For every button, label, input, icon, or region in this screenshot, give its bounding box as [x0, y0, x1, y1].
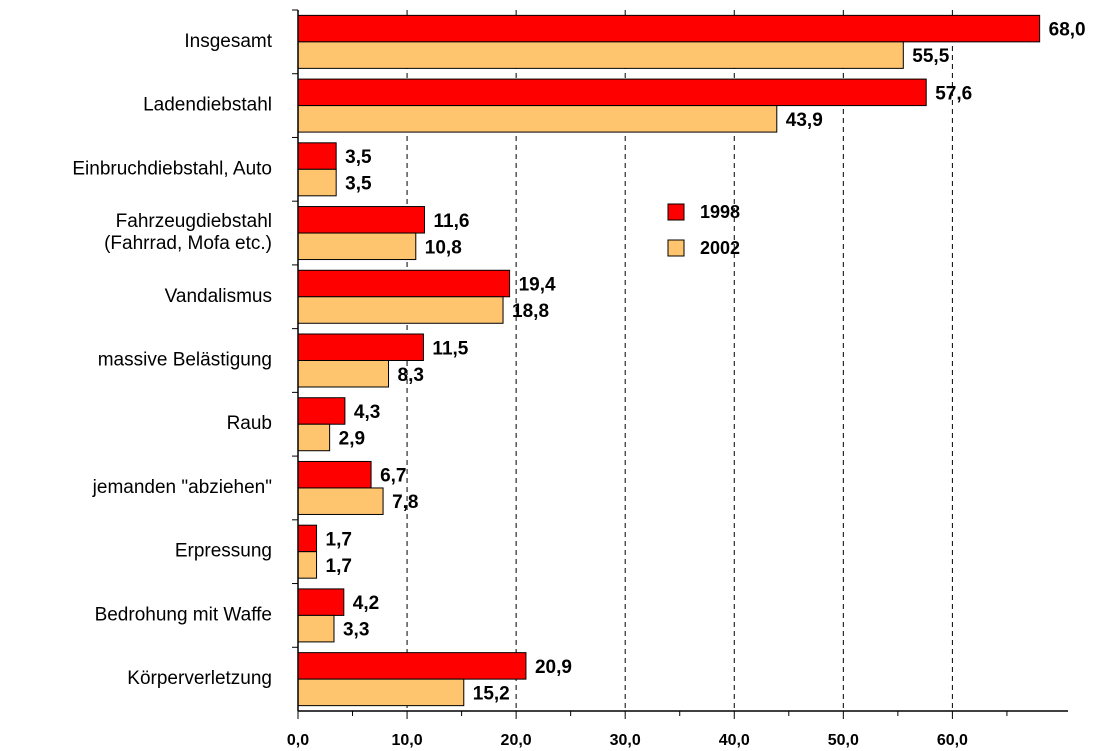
x-tick-label: 10,0: [391, 732, 422, 749]
value-label: 43,9: [786, 110, 823, 131]
value-label: 11,6: [434, 211, 470, 232]
bar: [297, 397, 346, 425]
bar: [297, 296, 504, 324]
y-tick-label: Ladendiebstahl: [143, 95, 272, 116]
value-label: 3,5: [345, 174, 372, 195]
value-label: 57,6: [935, 83, 972, 104]
legend-label: 2002: [700, 238, 740, 258]
y-tick-label: Bedrohung mit Waffe: [95, 604, 272, 625]
bar: [297, 232, 417, 261]
x-tick-label: 20,0: [501, 732, 532, 749]
y-tick-label: jemanden "abziehen": [92, 477, 272, 498]
bar: [297, 460, 372, 489]
x-tick-label: 40,0: [719, 732, 750, 749]
value-label: 3,3: [343, 620, 369, 641]
bar: [297, 487, 384, 515]
value-label: 8,3: [398, 365, 424, 386]
y-tick-label: massive Belästigung: [98, 350, 272, 371]
value-label: 1,7: [326, 529, 352, 550]
bar: [297, 551, 318, 579]
bar: [297, 206, 426, 234]
value-label: 2,9: [339, 428, 365, 449]
x-tick-label: 0,0: [287, 732, 309, 749]
bar: [297, 333, 424, 361]
bar: [297, 269, 511, 298]
value-label: 68,0: [1049, 20, 1086, 41]
value-label: 15,2: [473, 683, 510, 704]
value-label: 10,8: [425, 237, 462, 258]
bar: [297, 41, 904, 69]
value-label: 1,7: [326, 556, 352, 577]
value-label: 11,5: [432, 338, 468, 359]
x-tick-label: 60,0: [937, 732, 968, 749]
y-tick-label: Fahrzeugdiebstahl (Fahrrad, Mofa etc.): [104, 211, 272, 254]
y-tick-label: Einbruchdiebstahl, Auto: [72, 158, 272, 179]
value-label: 19,4: [519, 275, 556, 296]
bar: [297, 652, 527, 680]
legend-swatch: [667, 239, 685, 257]
bar: [297, 105, 778, 133]
bar: [297, 168, 337, 197]
y-tick-label: Raub: [227, 413, 272, 434]
legend-swatch: [667, 203, 685, 221]
value-label: 3,5: [345, 147, 372, 168]
bar: [297, 360, 390, 388]
bar: [297, 678, 465, 707]
bar: [297, 14, 1041, 43]
value-label: 7,8: [392, 492, 418, 513]
value-label: 18,8: [512, 301, 549, 322]
value-label: 4,3: [354, 402, 380, 423]
bar: [297, 524, 318, 553]
y-tick-label: Körperverletzung: [127, 668, 272, 689]
bar: [297, 142, 337, 170]
value-label: 55,5: [912, 46, 949, 67]
x-tick-label: 30,0: [610, 732, 641, 749]
x-tick-label: 50,0: [828, 732, 859, 749]
y-tick-label: Erpressung: [175, 541, 272, 562]
value-label: 6,7: [380, 466, 406, 487]
bar: [297, 78, 927, 107]
y-tick-label: Vandalismus: [165, 286, 272, 307]
value-label: 20,9: [535, 657, 572, 678]
value-label: 4,2: [353, 593, 379, 614]
bar: [297, 423, 331, 452]
legend-label: 1998: [700, 202, 740, 222]
bar: [297, 614, 335, 643]
y-tick-label: Insgesamt: [184, 31, 272, 52]
bar: [297, 588, 345, 616]
